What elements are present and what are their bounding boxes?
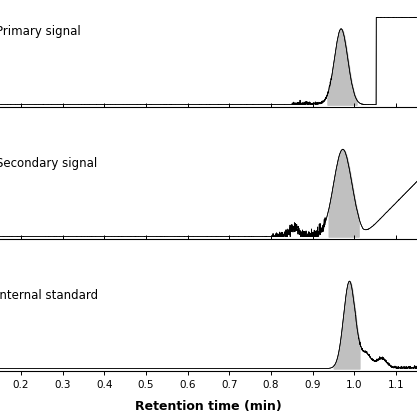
Text: Secondary signal: Secondary signal <box>0 157 97 170</box>
Text: Internal standard: Internal standard <box>0 289 98 301</box>
Text: Retention time (min): Retention time (min) <box>135 400 282 413</box>
Text: Primary signal: Primary signal <box>0 25 80 38</box>
